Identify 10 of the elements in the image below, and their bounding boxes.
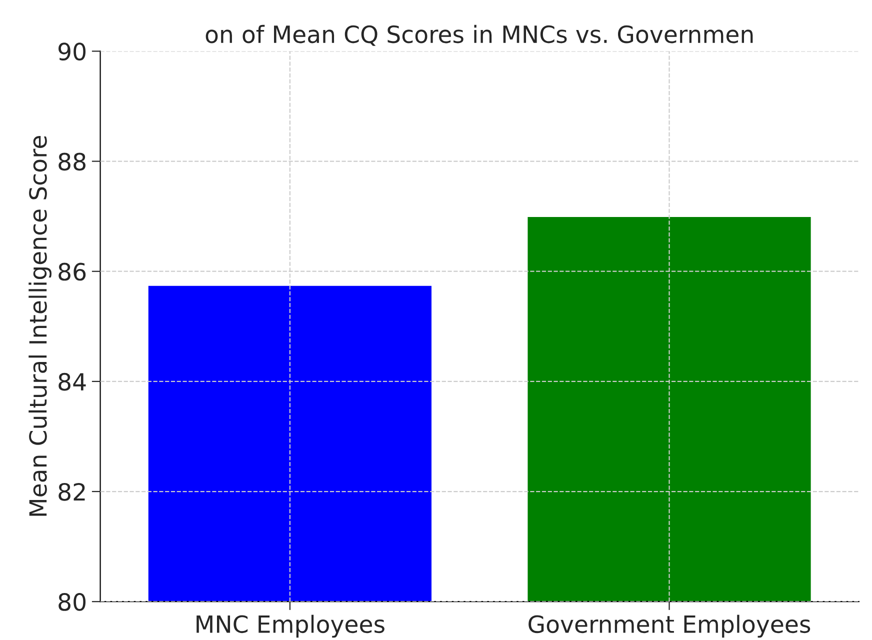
- y-tick-label: 84: [58, 372, 86, 391]
- y-tick-label: 90: [58, 42, 86, 61]
- x-tick-label: MNC Employees: [196, 614, 384, 638]
- y-tick-label: 82: [58, 482, 85, 501]
- y-tick-label: 80: [58, 593, 86, 611]
- x-tick-label: Government Employees: [528, 614, 810, 638]
- y-axis-title: Mean Cultural Intelligence Score: [28, 136, 52, 516]
- y-tick-label: 86: [58, 262, 86, 281]
- y-tick-label: 88: [58, 152, 86, 171]
- chart-title: on of Mean CQ Scores in MNCs vs. Governmen: [206, 24, 753, 46]
